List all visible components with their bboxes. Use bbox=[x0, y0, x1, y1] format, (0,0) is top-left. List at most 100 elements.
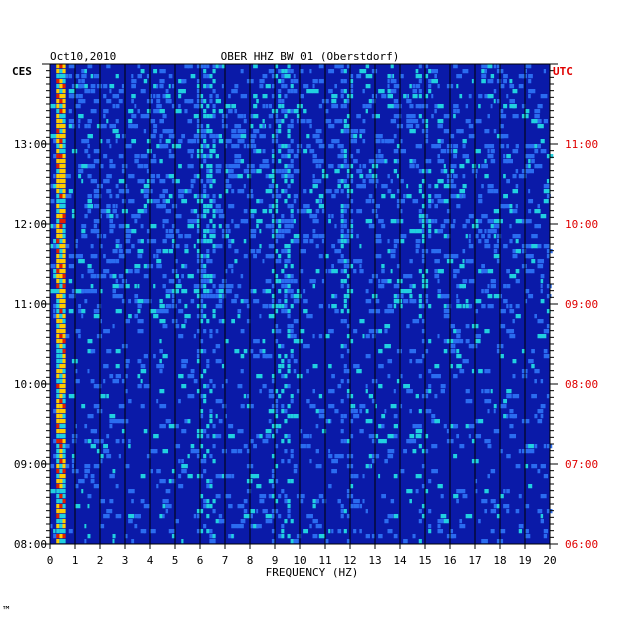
spectrogram-cell bbox=[528, 159, 531, 164]
spectrogram-cell bbox=[203, 204, 207, 209]
spectrogram-cell bbox=[368, 309, 375, 314]
spectrogram-cell bbox=[159, 389, 165, 394]
x-tick-label: 9 bbox=[272, 554, 279, 567]
spectrogram-cell bbox=[171, 294, 176, 299]
spectrogram-cell bbox=[521, 264, 527, 269]
spectrogram-cell bbox=[100, 454, 104, 459]
spectrogram-cell bbox=[543, 184, 550, 189]
spectrogram-cell bbox=[93, 254, 98, 259]
spectrogram-cell bbox=[384, 519, 389, 524]
spectrogram-cell bbox=[384, 159, 387, 164]
spectrogram-cell bbox=[278, 94, 282, 99]
spectrogram-cell bbox=[434, 269, 438, 274]
spectrogram-cell bbox=[59, 534, 63, 539]
spectrogram-cell bbox=[196, 509, 201, 514]
spectrogram-cell bbox=[196, 474, 201, 479]
spectrogram-cell bbox=[518, 174, 524, 179]
spectrogram-cell bbox=[362, 104, 366, 109]
spectrogram-cell bbox=[178, 234, 183, 239]
spectrogram-cell bbox=[512, 394, 520, 399]
spectrogram-cell bbox=[190, 74, 196, 79]
spectrogram-cell bbox=[500, 204, 506, 209]
spectrogram-cell bbox=[359, 134, 362, 139]
spectrogram-cell bbox=[318, 164, 322, 169]
spectrogram-cell bbox=[62, 434, 66, 439]
spectrogram-cell bbox=[278, 219, 282, 224]
spectrogram-cell bbox=[343, 259, 347, 264]
spectrogram-cell bbox=[215, 99, 222, 104]
spectrogram-cell bbox=[100, 289, 103, 294]
spectrogram-cell bbox=[278, 364, 282, 369]
spectrogram-cell bbox=[509, 79, 513, 84]
spectrogram-cell bbox=[515, 509, 520, 514]
spectrogram-cell bbox=[378, 134, 383, 139]
spectrogram-cell bbox=[337, 144, 341, 149]
spectrogram-cell bbox=[340, 229, 344, 234]
spectrogram-cell bbox=[209, 504, 213, 509]
spectrogram-cell bbox=[206, 274, 210, 279]
spectrogram-cell bbox=[375, 114, 380, 119]
spectrogram-cell bbox=[196, 449, 201, 454]
spectrogram-cell bbox=[103, 444, 109, 449]
spectrogram-cell bbox=[181, 274, 185, 279]
spectrogram-cell bbox=[428, 69, 432, 74]
spectrogram-cell bbox=[540, 519, 544, 524]
spectrogram-cell bbox=[400, 404, 403, 409]
spectrogram-cell bbox=[56, 189, 60, 194]
spectrogram-cell bbox=[121, 134, 127, 139]
spectrogram-cell bbox=[290, 289, 294, 294]
spectrogram-cell bbox=[296, 119, 299, 124]
spectrogram-cell bbox=[315, 424, 319, 429]
spectrogram-cell bbox=[290, 174, 294, 179]
spectrogram-cell bbox=[96, 194, 102, 199]
spectrogram-cell bbox=[268, 254, 273, 259]
spectrogram-cell bbox=[246, 449, 251, 454]
spectrogram-cell bbox=[59, 249, 63, 254]
spectrogram-cell bbox=[112, 274, 117, 279]
spectrogram-cell bbox=[59, 169, 63, 174]
spectrogram-cell bbox=[206, 499, 210, 504]
spectrogram-cell bbox=[506, 414, 509, 419]
spectrogram-cell bbox=[206, 254, 210, 259]
spectrogram-cell bbox=[200, 474, 204, 479]
spectrogram-cell bbox=[387, 454, 394, 459]
spectrogram-cell bbox=[418, 519, 422, 524]
spectrogram-cell bbox=[528, 359, 534, 364]
spectrogram-cell bbox=[365, 74, 373, 79]
spectrogram-cell bbox=[196, 429, 201, 434]
spectrogram-cell bbox=[243, 444, 248, 449]
spectrogram-cell bbox=[396, 189, 400, 194]
spectrogram-cell bbox=[531, 394, 537, 399]
spectrogram-cell bbox=[290, 539, 294, 544]
spectrogram-cell bbox=[390, 194, 396, 199]
spectrogram-cell bbox=[190, 299, 195, 304]
spectrogram-cell bbox=[281, 409, 285, 414]
spectrogram-cell bbox=[256, 509, 259, 514]
spectrogram-cell bbox=[259, 164, 264, 169]
spectrogram-cell bbox=[271, 454, 276, 459]
spectrogram-cell bbox=[437, 199, 444, 204]
spectrogram-cell bbox=[290, 264, 294, 269]
spectrogram-cell bbox=[71, 459, 75, 464]
spectrogram-cell bbox=[275, 229, 279, 234]
spectrogram-cell bbox=[162, 189, 168, 194]
spectrogram-cell bbox=[59, 374, 63, 379]
spectrogram-cell bbox=[412, 94, 418, 99]
spectrogram-cell bbox=[209, 414, 213, 419]
spectrogram-cell bbox=[218, 419, 223, 424]
spectrogram-cell bbox=[287, 439, 291, 444]
spectrogram-cell bbox=[78, 174, 82, 179]
spectrogram-cell bbox=[293, 414, 299, 419]
spectrogram-cell bbox=[212, 229, 216, 234]
spectrogram-cell bbox=[540, 139, 545, 144]
spectrogram-cell bbox=[62, 184, 66, 189]
spectrogram-cell bbox=[259, 244, 262, 249]
spectrogram-cell bbox=[81, 234, 86, 239]
spectrogram-cell bbox=[62, 439, 66, 444]
spectrogram-cell bbox=[481, 64, 488, 69]
spectrogram-cell bbox=[503, 299, 508, 304]
spectrogram-cell bbox=[415, 164, 420, 169]
spectrogram-cell bbox=[56, 179, 60, 184]
spectrogram-cell bbox=[346, 234, 351, 239]
spectrogram-cell bbox=[87, 209, 92, 214]
